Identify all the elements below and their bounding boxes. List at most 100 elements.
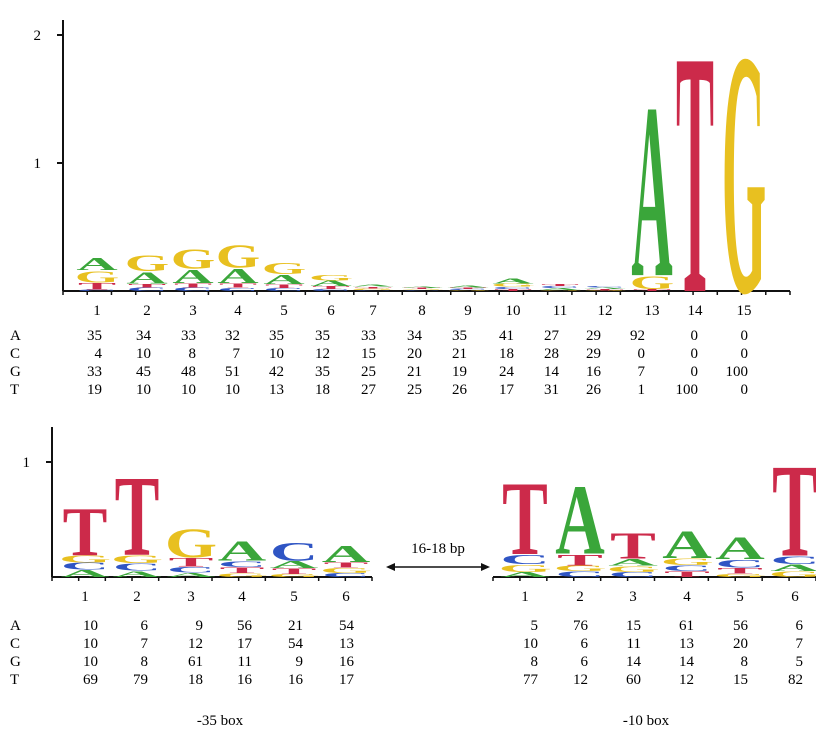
frequency-cell: 6 (581, 636, 589, 652)
frequency-cell: 92 (630, 328, 645, 344)
frequency-cell: 8 (189, 346, 197, 362)
frequency-cell: 35 (315, 364, 330, 380)
logo-letter-C: C (555, 570, 605, 579)
frequency-cell: 61 (679, 618, 694, 634)
frequency-cell: 56 (733, 618, 749, 634)
frequency-cell: 31 (544, 382, 559, 398)
frequency-cell: 11 (627, 636, 641, 652)
logo-letter-C: C (352, 290, 393, 292)
logo-letter-G: G (216, 572, 268, 578)
frequency-cell: 13 (269, 382, 284, 398)
frequency-cell: 27 (544, 328, 560, 344)
frequency-cell: 82 (788, 672, 803, 688)
logo-letter-T: T (354, 286, 392, 289)
logo-letter-C: C (662, 564, 712, 574)
base-row-label: C (10, 636, 20, 652)
logo-letter-T: T (219, 282, 257, 289)
frequency-cell: 60 (626, 672, 641, 688)
logo-letter-C: C (76, 289, 117, 291)
frequency-cell: 13 (679, 636, 694, 652)
logo-letter-T: T (220, 566, 265, 575)
frequency-cell: 9 (196, 618, 204, 634)
base-row-label: A (10, 618, 21, 634)
logo-letter-C: C (218, 559, 266, 569)
frequency-cell: 15 (361, 346, 376, 362)
logo-letter-A: A (715, 530, 765, 566)
y-tick-label: 1 (34, 156, 42, 172)
logo-letter-T: T (633, 289, 671, 292)
logo-letter-T: T (403, 288, 441, 290)
minus10-box-logo: 123456AGCTCGTACGATTCGAGTCAGACT5761561566… (492, 437, 816, 729)
position-label: 1 (93, 303, 101, 319)
frequency-cell: 32 (225, 328, 240, 344)
frequency-cell: 8 (741, 654, 749, 670)
frequency-cell: 27 (361, 382, 377, 398)
base-row-label: T (10, 382, 19, 398)
position-label: 3 (189, 303, 197, 319)
logo-letter-C: C (608, 571, 658, 579)
logo-letter-G: G (59, 553, 111, 564)
logo-letter-A: A (608, 557, 658, 568)
logo-letter-A: A (555, 464, 605, 576)
logo-letter-T: T (449, 287, 487, 289)
position-label: 1 (81, 589, 89, 605)
position-label: 2 (143, 303, 151, 319)
frequency-cell: 14 (626, 654, 642, 670)
frequency-cell: 33 (361, 328, 376, 344)
logo-letter-T: T (541, 284, 579, 287)
logo-letter-T: T (78, 281, 116, 292)
logo-letter-T: T (312, 285, 350, 289)
frequency-cell: 10 (523, 636, 538, 652)
logo-letter-G: G (165, 520, 217, 567)
logo-letter-G: G (309, 273, 353, 282)
logo-letter-G: G (553, 564, 606, 573)
frequency-cell: 42 (269, 364, 284, 380)
position-label: 14 (688, 303, 704, 319)
position-label: 5 (290, 589, 298, 605)
frequency-cell: 35 (269, 328, 284, 344)
logo-letter-A: A (270, 559, 319, 570)
frequency-cell: 35 (315, 328, 330, 344)
frequency-cell: 0 (691, 346, 699, 362)
logo-letter-T: T (272, 567, 317, 576)
frequency-cell: 61 (188, 654, 203, 670)
logo-letter-A: A (447, 285, 488, 288)
frequency-cell: 6 (581, 654, 589, 670)
logo-letter-T: T (610, 525, 656, 567)
frequency-cell: 12 (573, 672, 588, 688)
logo-letter-G: G (351, 288, 395, 291)
frequency-cell: 54 (288, 636, 304, 652)
logo-letter-C: C (322, 572, 370, 578)
frequency-cell: 19 (452, 364, 467, 380)
logo-letter-T: T (502, 461, 548, 577)
frequency-cell: 17 (339, 672, 355, 688)
logo-letter-G: G (583, 290, 627, 291)
logo-letter-C: C (113, 562, 161, 573)
logo-letter-G: G (125, 251, 169, 276)
frequency-cell: 10 (269, 346, 284, 362)
base-row-label: G (10, 654, 21, 670)
logo-letter-G: G (216, 238, 260, 275)
frequency-cell: 1 (638, 382, 646, 398)
frequency-cell: 18 (315, 382, 330, 398)
logo-letter-C: C (61, 561, 109, 572)
frequency-cell: 26 (586, 382, 602, 398)
frequency-cell: 10 (181, 382, 196, 398)
logo-letter-C: C (217, 287, 258, 292)
frequency-cell: 9 (296, 654, 304, 670)
logo-letter-T: T (174, 282, 212, 289)
frequency-cell: 16 (339, 654, 355, 670)
logo-letter-A: A (662, 523, 712, 567)
logo-letter-C: C (584, 286, 625, 288)
logo-letter-G: G (111, 553, 163, 566)
logo-letter-G: G (268, 573, 320, 578)
logo-letter-C: C (263, 287, 304, 291)
frequency-cell: 12 (315, 346, 330, 362)
frequency-cell: 34 (136, 328, 152, 344)
logo-letter-C: C (539, 286, 580, 289)
frequency-cell: 0 (741, 346, 749, 362)
frequency-cell: 34 (407, 328, 423, 344)
logo-letter-G: G (498, 562, 551, 574)
logo-letter-T: T (128, 283, 166, 289)
frequency-cell: 7 (233, 346, 241, 362)
